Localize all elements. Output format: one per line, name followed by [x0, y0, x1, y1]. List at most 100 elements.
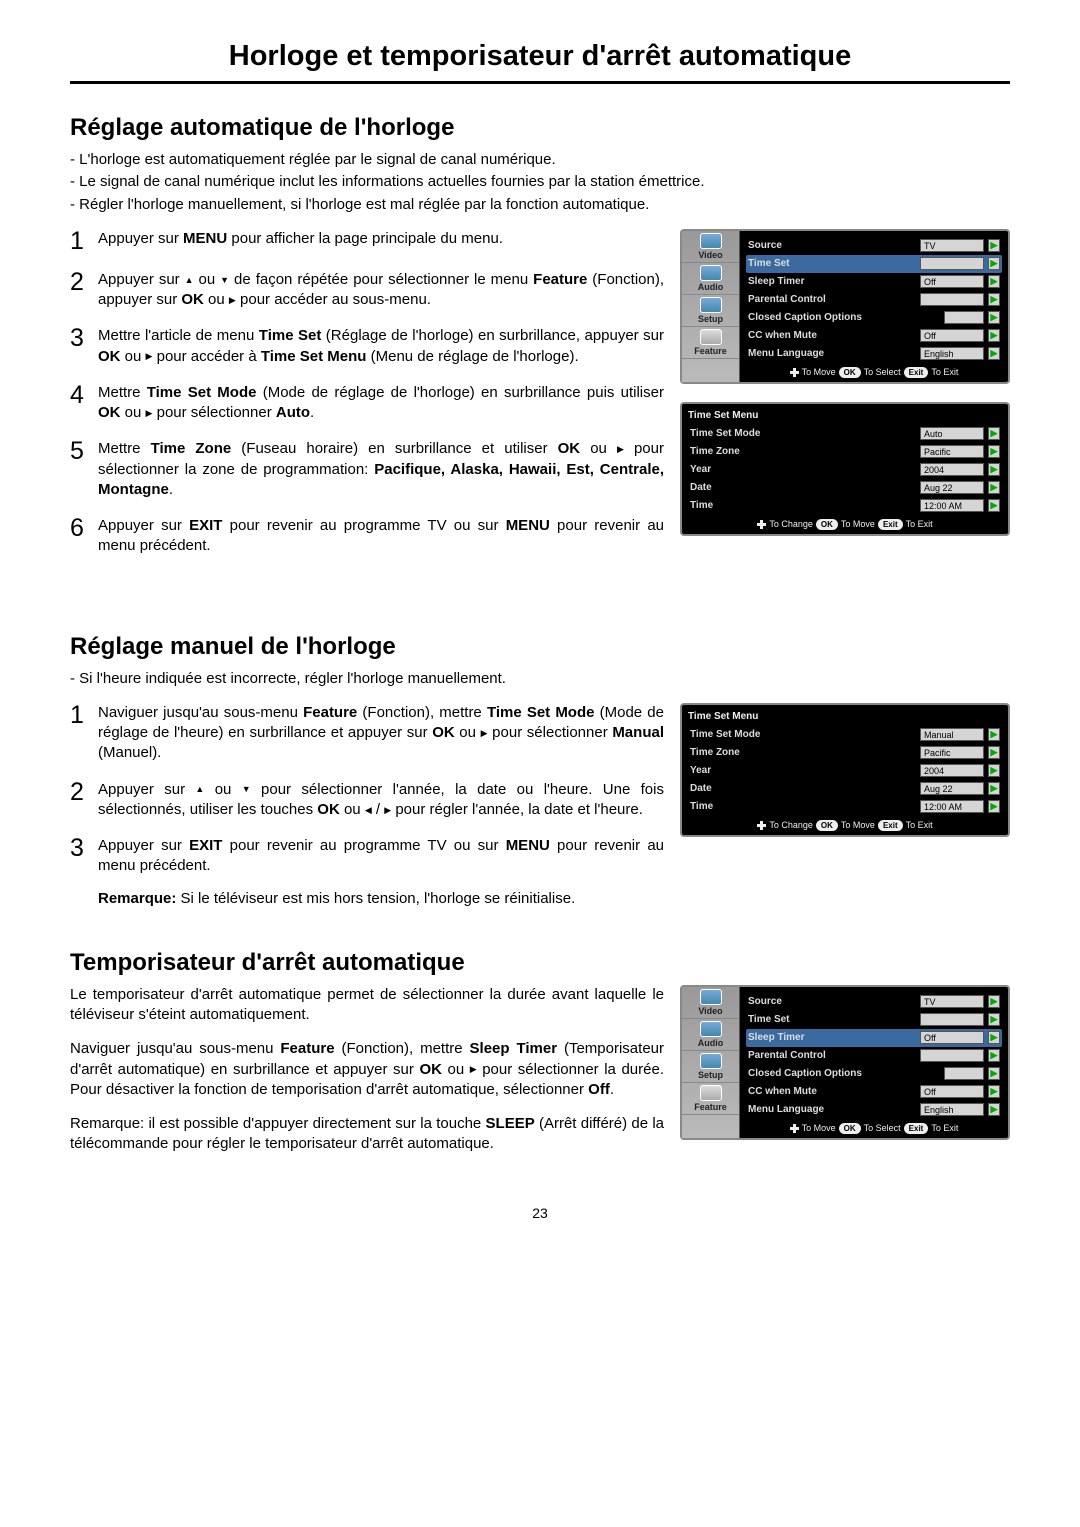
tab-audio[interactable]: Audio — [682, 263, 739, 295]
osd-row-lang[interactable]: Menu LanguageEnglish▶ — [746, 345, 1002, 363]
step-num: 6 — [70, 516, 88, 557]
osd-row-lang[interactable]: Menu LanguageEnglish▶ — [746, 1101, 1002, 1119]
section-manual-title: Réglage manuel de l'horloge — [70, 633, 1010, 661]
osd-row-year[interactable]: Year2004▶ — [688, 762, 1002, 780]
osd-footer: To Change OKTo Move ExitTo Exit — [688, 820, 1002, 831]
manual-steps: 1 Naviguer jusqu'au sous-menu Feature (F… — [70, 703, 664, 925]
tab-setup[interactable]: Setup — [682, 1051, 739, 1083]
right-icon: ▶ — [988, 1013, 1000, 1026]
osd-row-source[interactable]: SourceTV▶ — [746, 993, 1002, 1011]
right-icon: ▶ — [988, 293, 1000, 306]
step-num: 1 — [70, 703, 88, 764]
step-num: 4 — [70, 383, 88, 424]
tab-video[interactable]: Video — [682, 987, 739, 1019]
tab-setup[interactable]: Setup — [682, 295, 739, 327]
right-icon: ▶ — [988, 347, 1000, 360]
right-icon: ▶ — [988, 1049, 1000, 1062]
ok-icon: OK — [816, 820, 838, 831]
right-icon: ▶ — [988, 782, 1000, 795]
osd-row-cc-mute[interactable]: CC when MuteOff▶ — [746, 1083, 1002, 1101]
right-icon: ▶ — [988, 329, 1000, 342]
step-3: Mettre l'article de menu Time Set (Régla… — [98, 326, 664, 367]
osd-row-parental[interactable]: Parental Control▶ — [746, 1047, 1002, 1065]
osd-row-cc-options[interactable]: Closed Caption Options▶ — [746, 309, 1002, 327]
right-icon: ▶ — [988, 800, 1000, 813]
dpad-icon — [757, 821, 766, 830]
step-num: 2 — [70, 270, 88, 311]
ok-icon: OK — [839, 367, 861, 378]
osd-time-set-manual: Time Set Menu Time Set ModeManual▶ Time … — [680, 703, 1010, 837]
osd-row-source[interactable]: SourceTV▶ — [746, 237, 1002, 255]
osd-row-time[interactable]: Time12:00 AM▶ — [688, 497, 1002, 515]
osd-feature-menu-sleep: Video Audio Setup Feature SourceTV▶ Time… — [680, 985, 1010, 1140]
page-title: Horloge et temporisateur d'arrêt automat… — [70, 40, 1010, 84]
step-num: 2 — [70, 780, 88, 821]
osd-row-timeset[interactable]: Time Set▶ — [746, 1011, 1002, 1029]
osd-row-mode[interactable]: Time Set ModeManual▶ — [688, 726, 1002, 744]
step-num: 3 — [70, 326, 88, 367]
exit-icon: Exit — [904, 1123, 929, 1134]
right-icon: ▶ — [988, 728, 1000, 741]
osd-title: Time Set Menu — [688, 711, 1002, 722]
osd-title: Time Set Menu — [688, 410, 1002, 421]
osd-row-parental[interactable]: Parental Control▶ — [746, 291, 1002, 309]
audio-icon — [700, 1021, 722, 1037]
osd-row-date[interactable]: DateAug 22▶ — [688, 479, 1002, 497]
step-2: Appuyer sur ▲ ou ▼ de façon répétée pour… — [98, 270, 664, 311]
step-5: Mettre Time Zone (Fuseau horaire) en sur… — [98, 439, 664, 500]
right-icon: ▶ — [988, 311, 1000, 324]
step-6: Appuyer sur EXIT pour revenir au program… — [98, 516, 664, 557]
down-icon: ▼ — [220, 274, 229, 286]
step-1: Appuyer sur MENU pour afficher la page p… — [98, 229, 664, 254]
osd-footer: To Change OKTo Move ExitTo Exit — [688, 519, 1002, 530]
setup-icon — [700, 297, 722, 313]
right-icon: ▶ — [617, 443, 624, 455]
right-icon: ▶ — [988, 239, 1000, 252]
osd-footer: To Move OKTo Select ExitTo Exit — [746, 1123, 1002, 1134]
right-icon: ▶ — [988, 463, 1000, 476]
right-icon: ▶ — [470, 1063, 477, 1075]
auto-intro-2: - Le signal de canal numérique inclut le… — [70, 172, 1010, 192]
left-icon: ◀ — [365, 804, 372, 816]
tab-audio[interactable]: Audio — [682, 1019, 739, 1051]
sleep-para-2: Naviguer jusqu'au sous-menu Feature (Fon… — [70, 1039, 664, 1100]
video-icon — [700, 989, 722, 1005]
right-icon: ▶ — [988, 1031, 1000, 1044]
sleep-para-1: Le temporisateur d'arrêt automatique per… — [70, 985, 664, 1026]
osd-row-timeset[interactable]: Time Set▶ — [746, 255, 1002, 273]
osd-row-zone[interactable]: Time ZonePacific▶ — [688, 744, 1002, 762]
osd-row-cc-mute[interactable]: CC when MuteOff▶ — [746, 327, 1002, 345]
dpad-icon — [790, 368, 799, 377]
dpad-icon — [757, 520, 766, 529]
auto-steps: 1 Appuyer sur MENU pour afficher la page… — [70, 229, 664, 573]
feature-icon — [700, 1085, 722, 1101]
exit-icon: Exit — [878, 519, 903, 530]
osd-row-cc-options[interactable]: Closed Caption Options▶ — [746, 1065, 1002, 1083]
osd-row-sleep[interactable]: Sleep TimerOff▶ — [746, 273, 1002, 291]
right-icon: ▶ — [481, 727, 488, 739]
osd-row-date[interactable]: DateAug 22▶ — [688, 780, 1002, 798]
right-icon: ▶ — [988, 445, 1000, 458]
auto-intro-3: - Régler l'horloge manuellement, si l'ho… — [70, 195, 1010, 215]
right-icon: ▶ — [988, 481, 1000, 494]
osd-row-year[interactable]: Year2004▶ — [688, 461, 1002, 479]
page-number: 23 — [70, 1205, 1010, 1221]
right-icon: ▶ — [229, 294, 236, 306]
right-icon: ▶ — [988, 1103, 1000, 1116]
sleep-para-3: Remarque: il est possible d'appuyer dire… — [70, 1114, 664, 1155]
section-sleep-title: Temporisateur d'arrêt automatique — [70, 949, 1010, 977]
right-icon: ▶ — [988, 499, 1000, 512]
osd-row-time[interactable]: Time12:00 AM▶ — [688, 798, 1002, 816]
osd-row-mode[interactable]: Time Set ModeAuto▶ — [688, 425, 1002, 443]
tab-feature[interactable]: Feature — [682, 327, 739, 359]
tab-video[interactable]: Video — [682, 231, 739, 263]
exit-icon: Exit — [878, 820, 903, 831]
osd-row-zone[interactable]: Time ZonePacific▶ — [688, 443, 1002, 461]
osd-tabs: Video Audio Setup Feature — [682, 987, 740, 1138]
right-icon: ▶ — [988, 1067, 1000, 1080]
right-icon: ▶ — [988, 1085, 1000, 1098]
osd-row-sleep[interactable]: Sleep TimerOff▶ — [746, 1029, 1002, 1047]
down-icon: ▼ — [242, 783, 251, 795]
tab-feature[interactable]: Feature — [682, 1083, 739, 1115]
exit-icon: Exit — [904, 367, 929, 378]
